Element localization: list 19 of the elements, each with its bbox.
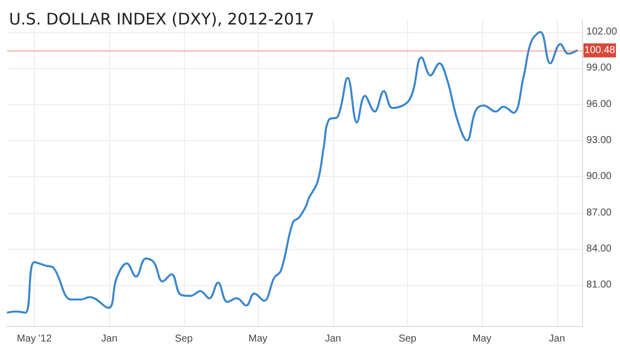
x-tick-label: Jan — [324, 334, 342, 344]
x-tick-label: May — [472, 334, 492, 344]
y-tick-label: 93.00 — [586, 134, 612, 146]
ref-line-label: 100.48 — [584, 44, 616, 56]
y-tick-label: 81.00 — [586, 280, 612, 291]
x-tick-label: Sep — [174, 334, 194, 344]
y-tick-label: 90.00 — [586, 171, 612, 182]
y-tick-label: 84.00 — [586, 243, 612, 254]
x-tick-label: Jan — [101, 334, 118, 344]
y-tick-label: 99.00 — [586, 62, 612, 74]
line-series — [6, 31, 579, 314]
y-tick-label: 96.00 — [586, 98, 612, 110]
x-tick-label: Sep — [398, 334, 417, 344]
y-tick-label: 102.00 — [586, 26, 618, 38]
chart-title: U.S. DOLLAR INDEX (DXY), 2012-2017 — [9, 10, 314, 28]
y-tick-label: 87.00 — [586, 207, 612, 218]
x-tick-label: May '12 — [16, 334, 52, 344]
x-tick-label: Jan — [548, 334, 566, 344]
x-tick-label: May — [248, 334, 268, 344]
